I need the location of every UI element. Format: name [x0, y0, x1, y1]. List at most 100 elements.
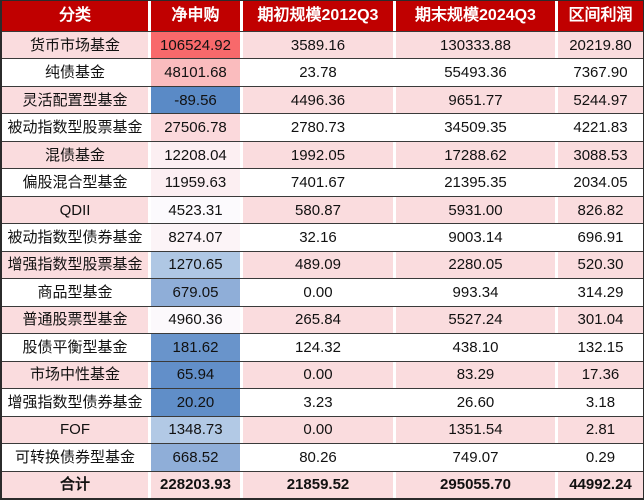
table-row: 被动指数型债券基金 8274.07 32.16 9003.14 696.91	[2, 224, 643, 252]
category-cell: 偏股混合型基金	[2, 169, 148, 196]
value-cell: 5527.24	[396, 306, 555, 334]
value-cell: 0.00	[243, 361, 393, 389]
value-cell: 2.81	[558, 416, 643, 444]
value-cell: 2780.73	[243, 114, 393, 141]
value-cell: 21859.52	[243, 471, 393, 498]
value-cell: 12208.04	[151, 141, 240, 169]
category-cell: 货币市场基金	[2, 32, 148, 59]
value-cell: 679.05	[151, 279, 240, 306]
header-cell-category: 分类	[2, 1, 148, 31]
table-row: 商品型基金 679.05 0.00 993.34 314.29	[2, 279, 643, 307]
value-cell: 520.30	[558, 251, 643, 279]
value-cell: 265.84	[243, 306, 393, 334]
value-cell: 5244.97	[558, 86, 643, 114]
value-cell: 580.87	[243, 196, 393, 224]
value-cell: 65.94	[151, 361, 240, 389]
table-row: 市场中性基金 65.94 0.00 83.29 17.36	[2, 361, 643, 390]
value-cell: 4960.36	[151, 306, 240, 334]
value-cell: 9651.77	[396, 86, 555, 114]
value-cell: 1348.73	[151, 416, 240, 444]
value-cell: 130333.88	[396, 32, 555, 59]
value-cell: 23.78	[243, 59, 393, 86]
value-cell: 438.10	[396, 334, 555, 361]
value-cell: 489.09	[243, 251, 393, 279]
value-cell: 132.15	[558, 334, 643, 361]
value-cell: 55493.36	[396, 59, 555, 86]
value-cell: 17288.62	[396, 141, 555, 169]
value-cell: 7367.90	[558, 59, 643, 86]
value-cell: 993.34	[396, 279, 555, 306]
value-cell: 27506.78	[151, 114, 240, 141]
value-cell: 3.23	[243, 389, 393, 416]
value-cell: 228203.93	[151, 471, 240, 498]
table-row: 可转换债券型基金 668.52 80.26 749.07 0.29	[2, 444, 643, 472]
value-cell: 668.52	[151, 444, 240, 471]
category-cell: 普通股票型基金	[2, 306, 148, 334]
value-cell: 4221.83	[558, 114, 643, 141]
value-cell: 11959.63	[151, 169, 240, 196]
value-cell: 1270.65	[151, 251, 240, 279]
header-cell-end-scale: 期末规模2024Q3	[396, 1, 555, 31]
value-cell: 3088.53	[558, 141, 643, 169]
table-row: 灵活配置型基金 -89.56 4496.36 9651.77 5244.97	[2, 86, 643, 115]
value-cell: 2280.05	[396, 251, 555, 279]
category-cell: QDII	[2, 196, 148, 224]
category-cell: 增强指数型股票基金	[2, 251, 148, 279]
table-row: 偏股混合型基金 11959.63 7401.67 21395.35 2034.05	[2, 169, 643, 197]
value-cell: 314.29	[558, 279, 643, 306]
category-cell: 市场中性基金	[2, 361, 148, 389]
value-cell: 1992.05	[243, 141, 393, 169]
value-cell: 124.32	[243, 334, 393, 361]
value-cell: 4523.31	[151, 196, 240, 224]
value-cell: 5931.00	[396, 196, 555, 224]
value-cell: 1351.54	[396, 416, 555, 444]
table-header-row: 分类 净申购 期初规模2012Q3 期末规模2024Q3 区间利润	[2, 1, 643, 32]
table-row: 增强指数型股票基金 1270.65 489.09 2280.05 520.30	[2, 251, 643, 280]
value-cell: 3589.16	[243, 32, 393, 59]
value-cell: 106524.92	[151, 32, 240, 59]
value-cell: 8274.07	[151, 224, 240, 251]
header-cell-begin-scale: 期初规模2012Q3	[243, 1, 393, 31]
value-cell: 32.16	[243, 224, 393, 251]
value-cell: 44992.24	[558, 471, 643, 498]
total-row: 合计 228203.93 21859.52 295055.70 44992.24	[2, 471, 643, 498]
category-cell: 纯债基金	[2, 59, 148, 86]
table-row: 普通股票型基金 4960.36 265.84 5527.24 301.04	[2, 306, 643, 335]
category-cell: 混债基金	[2, 141, 148, 169]
table-row: FOF 1348.73 0.00 1351.54 2.81	[2, 416, 643, 445]
value-cell: 181.62	[151, 334, 240, 361]
value-cell: 301.04	[558, 306, 643, 334]
header-cell-net-subscription: 净申购	[151, 1, 240, 31]
category-cell: 增强指数型债券基金	[2, 389, 148, 416]
value-cell: -89.56	[151, 86, 240, 114]
value-cell: 48101.68	[151, 59, 240, 86]
header-cell-interval-profit: 区间利润	[558, 1, 643, 31]
table-row: 混债基金 12208.04 1992.05 17288.62 3088.53	[2, 141, 643, 170]
value-cell: 26.60	[396, 389, 555, 416]
value-cell: 21395.35	[396, 169, 555, 196]
table-row: 纯债基金 48101.68 23.78 55493.36 7367.90	[2, 59, 643, 87]
value-cell: 4496.36	[243, 86, 393, 114]
value-cell: 2034.05	[558, 169, 643, 196]
value-cell: 7401.67	[243, 169, 393, 196]
category-cell: 商品型基金	[2, 279, 148, 306]
category-cell: FOF	[2, 416, 148, 444]
table-row: 货币市场基金 106524.92 3589.16 130333.88 20219.80	[2, 32, 643, 60]
value-cell: 0.29	[558, 444, 643, 471]
value-cell: 3.18	[558, 389, 643, 416]
category-cell: 被动指数型股票基金	[2, 114, 148, 141]
category-cell: 可转换债券型基金	[2, 444, 148, 471]
table-row: QDII 4523.31 580.87 5931.00 826.82	[2, 196, 643, 225]
value-cell: 20.20	[151, 389, 240, 416]
table-row: 被动指数型股票基金 27506.78 2780.73 34509.35 4221.83	[2, 114, 643, 142]
value-cell: 0.00	[243, 279, 393, 306]
value-cell: 696.91	[558, 224, 643, 251]
category-cell: 灵活配置型基金	[2, 86, 148, 114]
category-cell: 被动指数型债券基金	[2, 224, 148, 251]
value-cell: 295055.70	[396, 471, 555, 498]
value-cell: 826.82	[558, 196, 643, 224]
value-cell: 20219.80	[558, 32, 643, 59]
category-cell: 合计	[2, 471, 148, 498]
value-cell: 80.26	[243, 444, 393, 471]
